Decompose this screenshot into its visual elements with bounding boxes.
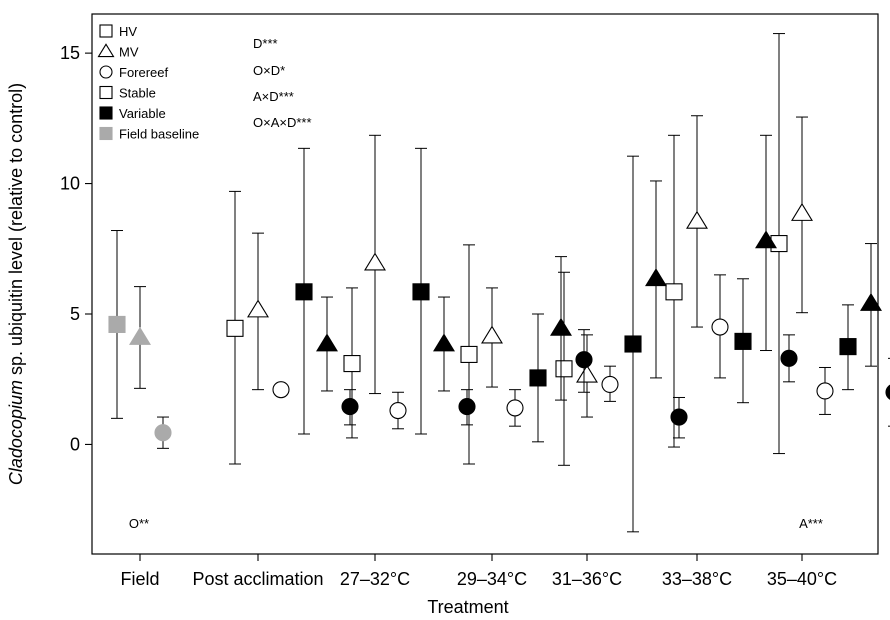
legend-label: HV [119, 24, 137, 39]
legend-marker [99, 106, 113, 120]
stat-annotation: A×D*** [253, 89, 294, 104]
series-field-baseline-forereef [154, 416, 172, 449]
data-point [686, 210, 708, 229]
bottom-annotation-35-40: A*** [799, 516, 823, 531]
data-point [791, 202, 813, 221]
series-variable-mv [316, 134, 882, 401]
plot-frame [91, 13, 879, 555]
x-tick-label: 33–38°C [662, 569, 732, 589]
y-axis: 0 5 10 15 [60, 43, 92, 454]
data-point [226, 319, 244, 337]
data-point [601, 375, 619, 393]
data-point [506, 399, 524, 417]
stats-annotations: D*** O×D* A×D*** O×A×D*** [253, 36, 312, 130]
data-point [247, 299, 269, 318]
data-point [860, 292, 882, 311]
stat-annotation: O×A×D*** [253, 115, 312, 130]
x-tick-label: 29–34°C [457, 569, 527, 589]
legend-marker [99, 126, 113, 141]
series-variable-hv [295, 147, 857, 533]
series-field-baseline-mv [129, 286, 151, 389]
data-point [129, 326, 151, 345]
y-tick-label: 0 [70, 434, 80, 454]
data-point [341, 398, 359, 416]
bottom-annotation-field: O** [129, 516, 149, 531]
data-point [458, 398, 476, 416]
series-variable-forereef [341, 329, 890, 439]
data-point [755, 230, 777, 249]
data-point [576, 364, 598, 383]
x-tick-label: 27–32°C [340, 569, 410, 589]
x-tick-label: Post acclimation [192, 569, 323, 589]
data-point [780, 349, 798, 367]
data-point [389, 401, 407, 420]
x-axis: Field Post acclimation 27–32°C 29–34°C 31–36… [120, 554, 837, 589]
y-axis-title: Cladocopium sp. ubiquitin level (relativ… [6, 83, 26, 485]
legend-label: MV [119, 45, 139, 60]
legend-marker [99, 65, 113, 79]
data-point [412, 283, 430, 301]
data-point [555, 360, 573, 378]
legend-marker [99, 85, 113, 100]
legend-marker [97, 43, 115, 58]
y-tick-label: 10 [60, 174, 80, 194]
data-series [108, 33, 890, 533]
series-field-baseline-hv [108, 230, 126, 419]
data-point [885, 384, 890, 400]
data-point [154, 424, 172, 442]
legend-label: Forereef [119, 65, 169, 80]
data-point [529, 369, 547, 387]
data-point [550, 317, 572, 336]
y-tick-label: 5 [70, 304, 80, 324]
series-hv [226, 33, 788, 466]
legend: HV MV Forereef Stable Variable Field baseline [97, 24, 199, 142]
x-tick-label: Field [120, 569, 159, 589]
legend-label: Stable [119, 86, 156, 101]
data-point [343, 355, 361, 373]
data-point [295, 283, 313, 301]
x-axis-title: Treatment [427, 597, 508, 617]
series-forereef [272, 274, 834, 430]
data-point [624, 335, 642, 353]
data-point [364, 252, 386, 271]
data-point [481, 325, 503, 344]
y-tick-label: 15 [60, 43, 80, 63]
data-point [816, 382, 834, 400]
data-point [711, 318, 729, 336]
data-point [575, 351, 593, 369]
data-point [272, 381, 290, 399]
y-axis-title-italic: Cladocopium [6, 380, 26, 485]
legend-marker [99, 24, 113, 38]
data-point [734, 332, 752, 350]
data-point [670, 408, 688, 426]
x-tick-label: 31–36°C [552, 569, 622, 589]
stat-annotation: O×D* [253, 63, 285, 78]
legend-label: Field baseline [119, 127, 199, 142]
x-tick-label: 35–40°C [767, 569, 837, 589]
data-point [839, 338, 857, 356]
series-mv [247, 115, 813, 418]
legend-label: Variable [119, 106, 166, 121]
y-axis-title-rest: sp. ubiquitin level (relative to control… [6, 83, 26, 380]
data-point [316, 333, 338, 352]
data-point [665, 283, 683, 301]
stat-annotation: D*** [253, 36, 278, 51]
data-point [433, 333, 455, 352]
data-point [645, 268, 667, 287]
data-point [460, 345, 478, 363]
data-point [108, 315, 126, 333]
